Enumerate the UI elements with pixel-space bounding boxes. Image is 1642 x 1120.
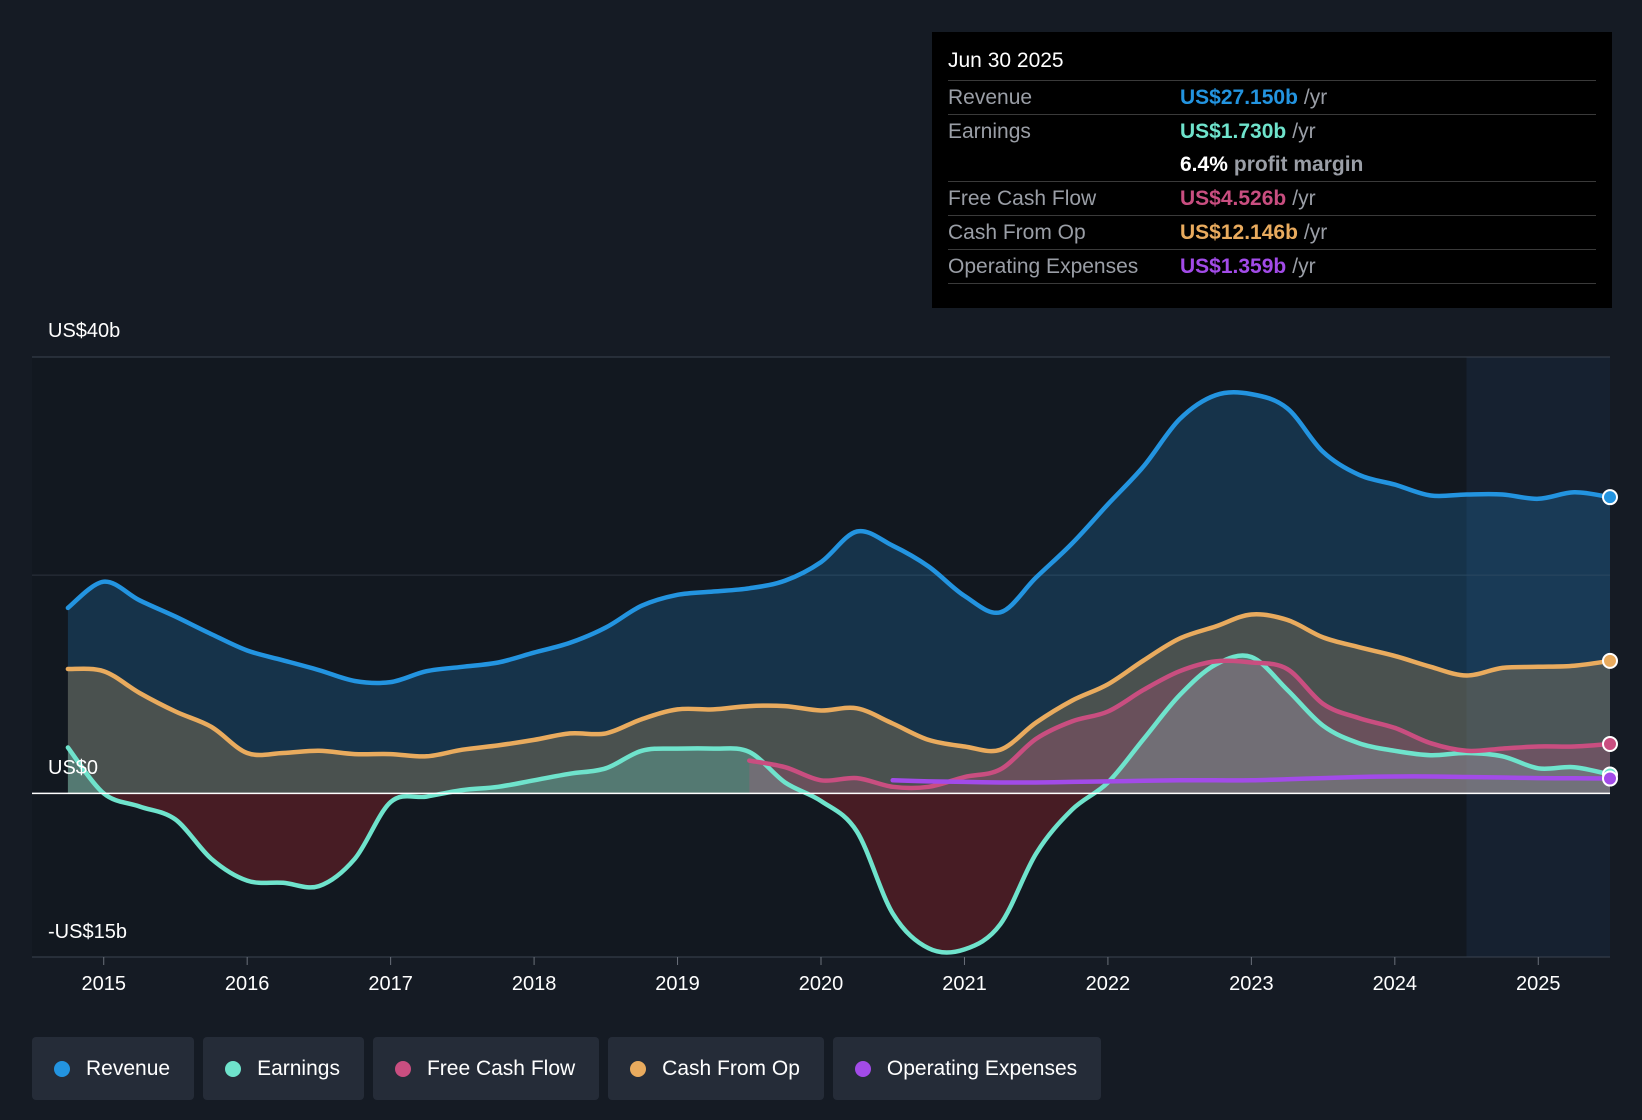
- opex-line: [890, 774, 1613, 785]
- y-tick-label-bottom: -US$15b: [48, 921, 127, 943]
- earnings-area-negative: [67, 793, 1610, 953]
- fcf-line: [747, 658, 1613, 791]
- tooltip-date: Jun 30 2025: [948, 49, 1064, 72]
- x-tick-label: 2023: [1229, 973, 1274, 995]
- tooltip-unit: /yr: [1303, 86, 1328, 109]
- opex-endpoint: [1602, 770, 1618, 787]
- tooltip-unit: profit margin: [1233, 153, 1364, 176]
- tooltip-unit: /yr: [1303, 221, 1328, 244]
- fcf-area: [749, 660, 1610, 794]
- tooltip-row-revenue: Revenue US$27.150b /yr: [948, 80, 1596, 114]
- x-tick-label: 2020: [799, 973, 844, 995]
- fcf-endpoint: [1602, 735, 1618, 752]
- tooltip-row-opex: Operating Expenses US$1.359b /yr: [948, 249, 1596, 283]
- x-tick-label: 2025: [1516, 973, 1561, 995]
- legend-item-cfo[interactable]: Cash From Op: [608, 1037, 824, 1100]
- revenue-area: [67, 392, 1610, 794]
- fcf-dot-icon: [394, 1060, 411, 1077]
- y-tick-label-zero: US$0: [48, 757, 99, 779]
- x-tick-label: 2019: [655, 973, 700, 995]
- x-tick-label: 2024: [1373, 973, 1418, 995]
- tooltip-value: US$12.146b: [1180, 221, 1298, 244]
- earnings-line: [65, 653, 1613, 955]
- legend: Revenue Earnings Free Cash Flow Cash Fro…: [32, 1037, 1102, 1100]
- tooltip-value: 6.4%: [1180, 153, 1228, 176]
- tooltip-row-profit-margin: 6.4% profit margin: [948, 148, 1596, 181]
- tooltip-row-earnings: Earnings US$1.730b /yr: [948, 114, 1596, 148]
- tooltip-unit: /yr: [1292, 120, 1316, 143]
- tooltip-unit: /yr: [1292, 255, 1316, 278]
- x-tick-label: 2017: [368, 973, 413, 995]
- tooltip-panel: Jun 30 2025 Revenue US$27.150b /yr Earni…: [932, 32, 1612, 308]
- tooltip-row-fcf: Free Cash Flow US$4.526b /yr: [948, 181, 1596, 215]
- cfo-dot-icon: [630, 1060, 647, 1077]
- legend-item-opex[interactable]: Operating Expenses: [832, 1037, 1102, 1100]
- legend-item-fcf[interactable]: Free Cash Flow: [372, 1037, 600, 1100]
- tooltip-value: US$27.150b: [1180, 86, 1298, 109]
- cfo-line: [65, 612, 1613, 759]
- tooltip-unit: /yr: [1292, 187, 1316, 210]
- tooltip-value: US$1.359b: [1180, 255, 1287, 278]
- x-tick-label: 2022: [1086, 973, 1131, 995]
- tooltip-value: US$4.526b: [1180, 187, 1287, 210]
- revenue-line: [65, 390, 1613, 686]
- tooltip-label: Operating Expenses: [948, 255, 1139, 278]
- series-lines: [32, 390, 1613, 955]
- tooltip-value: US$1.730b: [1180, 120, 1287, 143]
- tooltip-label: [948, 148, 1180, 181]
- earnings-dot-icon: [225, 1060, 242, 1077]
- legend-item-revenue[interactable]: Revenue: [32, 1037, 195, 1100]
- tooltip-label: Earnings: [948, 120, 1031, 143]
- y-tick-label-top: US$40b: [48, 320, 121, 342]
- legend-label: Revenue: [86, 1056, 171, 1080]
- opex-dot-icon: [854, 1060, 871, 1077]
- legend-label: Operating Expenses: [886, 1056, 1078, 1080]
- tooltip-row-cfo: Cash From Op US$12.146b /yr: [948, 215, 1596, 249]
- revenue-endpoint: [1602, 489, 1618, 506]
- legend-label: Cash From Op: [662, 1056, 800, 1080]
- forecast-shade: [1466, 357, 1610, 957]
- tooltip-label: Cash From Op: [948, 221, 1086, 244]
- legend-label: Earnings: [257, 1056, 340, 1080]
- x-tick-label: 2016: [225, 973, 270, 995]
- tooltip-label: Revenue: [948, 86, 1033, 109]
- series-endpoints: [1602, 489, 1618, 787]
- x-axis: 2015 2016 2017 2018 2019 2020 2021 2022 2023 2024…: [81, 957, 1561, 995]
- legend-item-earnings[interactable]: Earnings: [203, 1037, 364, 1100]
- legend-label: Free Cash Flow: [426, 1056, 576, 1080]
- x-tick-label: 2015: [81, 973, 126, 995]
- tooltip-label: Free Cash Flow: [948, 187, 1097, 210]
- x-tick-label: 2018: [512, 973, 557, 995]
- x-tick-label: 2021: [942, 973, 987, 995]
- earnings-area-positive: [67, 655, 1610, 794]
- cfo-endpoint: [1602, 652, 1618, 669]
- revenue-dot-icon: [54, 1060, 70, 1077]
- tooltip-divider: [948, 283, 1596, 284]
